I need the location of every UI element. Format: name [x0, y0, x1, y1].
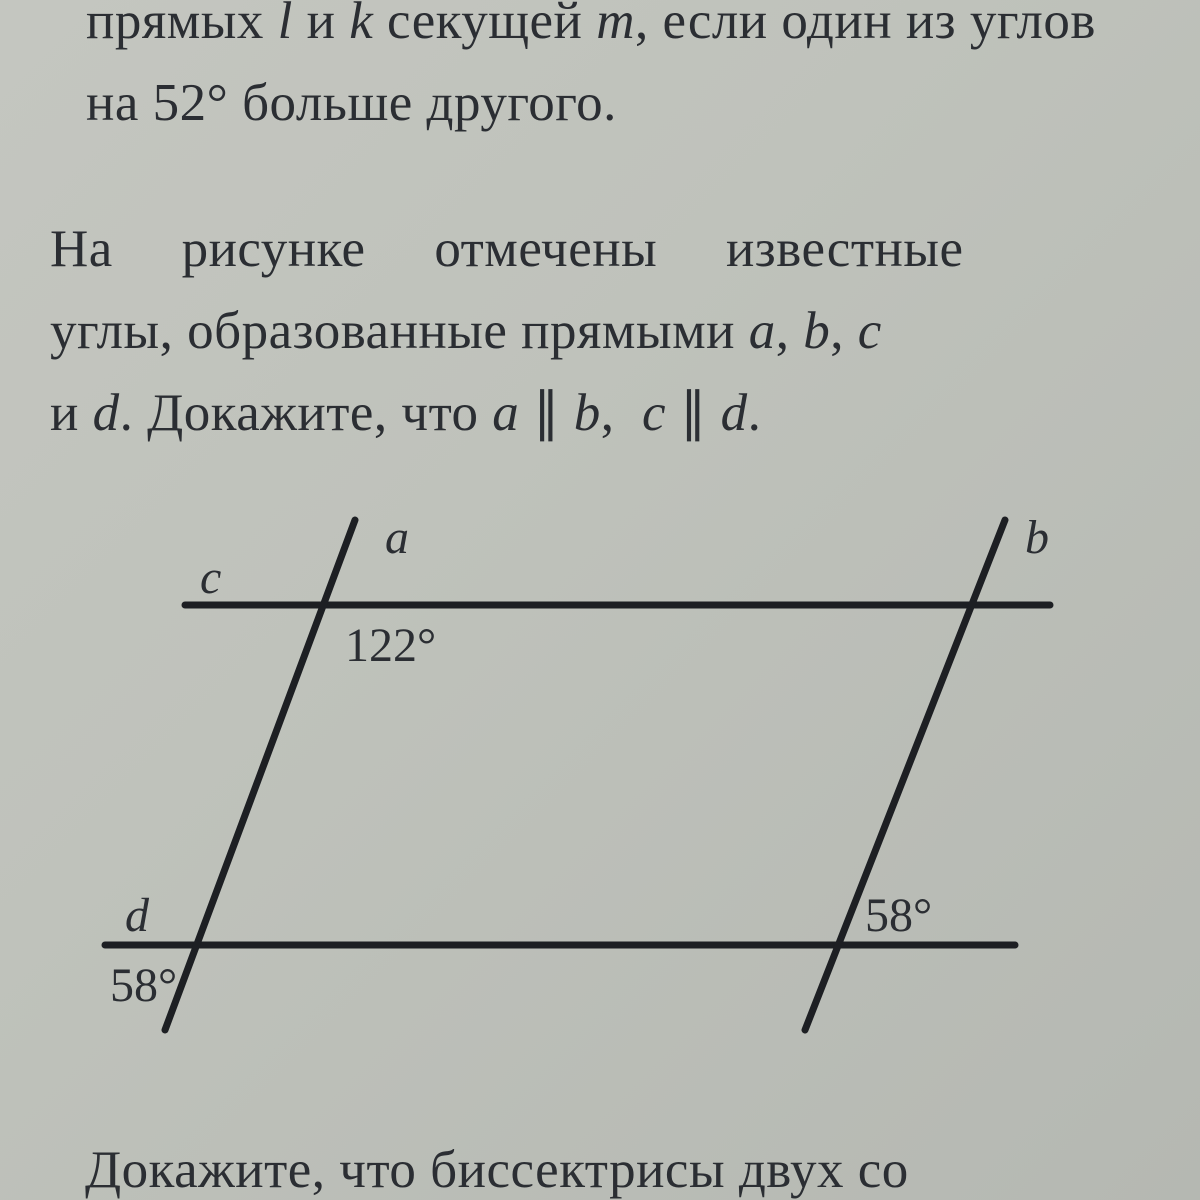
label-a: a [385, 510, 409, 565]
p1-var-k: k [349, 0, 373, 50]
p2-l3a: и [50, 384, 79, 442]
p1-and: и [307, 0, 336, 50]
p1-secant: секущей [387, 0, 582, 50]
p2-w1: На [50, 220, 113, 278]
p1-var-l: l [278, 0, 293, 50]
p1-var-m: m [596, 0, 635, 50]
problem-2-text: На рисунке отмечены известные углы, обра… [50, 208, 1170, 454]
p2-w3: отмечены [434, 220, 657, 278]
line-b [805, 520, 1005, 1030]
geometry-diagram: a b c d 122° 58° 58° [85, 510, 1115, 1070]
page-root: прямых l и k секущей m, если один из угл… [0, 0, 1200, 1200]
label-d: d [125, 888, 149, 943]
angle-58-right: 58° [865, 888, 932, 943]
p2-par2: ∥ [680, 384, 707, 442]
p2-var-a: a [749, 302, 776, 360]
problem-1-text: прямых l и k секущей m, если один из угл… [86, 0, 1156, 144]
p2-w2: рисунке [182, 220, 366, 278]
p2-c2: , [830, 302, 844, 360]
p2-var-d: d [93, 384, 120, 442]
angle-58-left: 58° [110, 958, 177, 1013]
bottom-fragment: Докажите, что биссектрисы двух со [85, 1140, 909, 1200]
p2-c3: , [601, 384, 615, 442]
angle-122: 122° [345, 618, 436, 673]
p1-w1: прямых [86, 0, 264, 50]
p2-sa: a [492, 384, 519, 442]
p2-var-b: b [803, 302, 830, 360]
line-a [165, 520, 355, 1030]
p2-sb: b [574, 384, 601, 442]
p2-sd: d [721, 384, 748, 442]
p2-period: . [748, 384, 762, 442]
diagram-svg [85, 510, 1115, 1070]
label-b: b [1025, 510, 1049, 565]
p2-l2a: углы, образованные прямыми [50, 302, 735, 360]
label-c: c [200, 550, 221, 605]
p2-par1: ∥ [533, 384, 560, 442]
p2-c1: , [776, 302, 790, 360]
p2-w4: известные [726, 220, 964, 278]
p2-prove: . Докажите, что [120, 384, 479, 442]
p2-var-c: c [858, 302, 882, 360]
p2-sc: c [642, 384, 666, 442]
